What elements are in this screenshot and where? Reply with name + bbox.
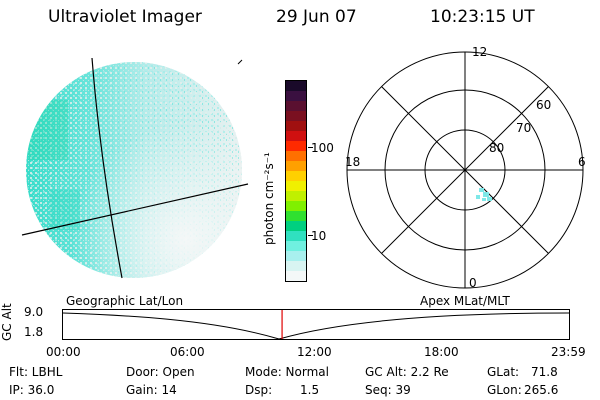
colorbar-segment — [286, 191, 306, 201]
altitude-curve — [62, 312, 570, 340]
polar-lat-70: 70 — [516, 121, 531, 135]
timeline-xtick-0: 00:00 — [46, 345, 81, 359]
colorbar-segment — [286, 81, 306, 91]
timeline-right-title: Apex MLat/MLT — [420, 294, 510, 308]
colorbar-segment — [286, 121, 306, 131]
polar-label-6: 6 — [578, 155, 586, 169]
polar-label-12: 12 — [472, 45, 487, 59]
info-seq: Seq: 39 — [365, 383, 411, 397]
timeline-xtick-2: 12:00 — [297, 345, 332, 359]
colorbar-tick-100: 100 — [311, 141, 334, 155]
colorbar-segment — [286, 251, 306, 261]
timeline-y-label: GC Alt — [0, 303, 14, 341]
colorbar-segment — [286, 141, 306, 151]
color-scale-bar — [285, 80, 307, 282]
timeline-left-title: Geographic Lat/Lon — [66, 294, 184, 308]
meridian-line — [91, 57, 123, 279]
uv-earth-image — [21, 57, 249, 279]
date-label: 29 Jun 07 — [276, 7, 357, 27]
latitude-line — [21, 183, 249, 236]
polar-label-0: 0 — [469, 276, 477, 290]
colorbar-segment — [286, 271, 306, 281]
colorbar-segment — [286, 161, 306, 171]
timeline-xtick-4: 23:59 — [551, 345, 586, 359]
colorbar-segment — [286, 131, 306, 141]
colorbar-segment — [286, 221, 306, 231]
info-gain: Gain: 14 — [126, 383, 177, 397]
colorbar-segment — [286, 231, 306, 241]
colorbar-segment — [286, 151, 306, 161]
colorbar-segment — [286, 91, 306, 101]
colorbar-segment — [286, 111, 306, 121]
info-ip: IP: 36.0 — [9, 383, 55, 397]
colorbar-segment — [286, 261, 306, 271]
timeline-xtick-1: 06:00 — [170, 345, 205, 359]
polar-lat-80: 80 — [489, 141, 504, 155]
polar-label-18: 18 — [345, 155, 360, 169]
info-glon-value: 265.6 — [524, 383, 559, 397]
colorbar-segment — [286, 101, 306, 111]
time-label: 10:23:15 UT — [430, 7, 535, 27]
colorbar-segment — [286, 201, 306, 211]
colorbar-unit-label: photon cm⁻²s⁻¹ — [262, 152, 276, 245]
info-flt: Flt: LBHL — [9, 365, 63, 379]
info-mode: Mode: Normal — [245, 365, 329, 379]
info-glat: GLat: — [487, 365, 520, 379]
info-door: Door: Open — [126, 365, 195, 379]
colorbar-segment — [286, 181, 306, 191]
timeline-xtick-3: 18:00 — [424, 345, 459, 359]
timeline-ytick-bottom: 1.8 — [24, 325, 44, 339]
info-dsp-value: 1.5 — [300, 383, 320, 397]
instrument-title: Ultraviolet Imager — [48, 7, 202, 27]
colorbar-tick-10: 10 — [311, 229, 327, 243]
info-dsp: Dsp: — [245, 383, 273, 397]
polar-plot: 12 0 18 6 60 70 80 — [345, 45, 586, 290]
colorbar-segment — [286, 211, 306, 221]
timeline-plot — [62, 309, 570, 340]
timeline-ytick-top: 9.0 — [24, 305, 44, 319]
colorbar-segment — [286, 171, 306, 181]
info-gc-alt: GC Alt: 2.2 Re — [365, 365, 449, 379]
info-glon: GLon: — [487, 383, 522, 397]
colorbar-segment — [286, 241, 306, 251]
polar-lat-60: 60 — [536, 98, 551, 112]
info-glat-value: 71.8 — [531, 365, 558, 379]
